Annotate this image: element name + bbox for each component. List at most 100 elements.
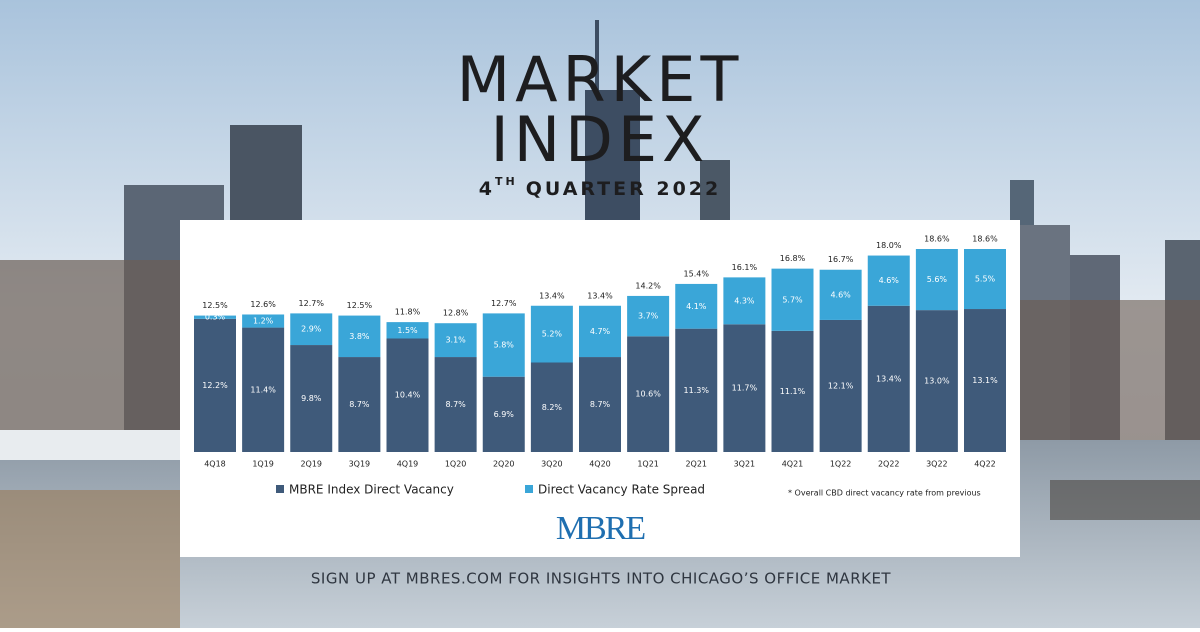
- data-label: 4.7%: [590, 327, 611, 336]
- x-tick-label: 4Q20: [589, 460, 611, 469]
- total-label: 12.7%: [299, 299, 325, 308]
- data-label: 10.6%: [635, 390, 661, 399]
- data-label: 1.2%: [253, 317, 274, 326]
- x-tick-label: 1Q20: [445, 460, 467, 469]
- data-label: 5.8%: [494, 341, 515, 350]
- footnote: * Overall CBD direct vacancy rate from p…: [788, 489, 981, 498]
- data-label: 11.3%: [684, 386, 710, 395]
- total-label: 12.5%: [347, 301, 373, 310]
- bar-segment: [771, 268, 814, 331]
- data-label: 13.1%: [972, 376, 998, 385]
- bar-segment: [290, 345, 333, 452]
- data-label: 5.6%: [927, 275, 948, 284]
- total-label: 12.5%: [202, 301, 228, 310]
- data-label: 5.2%: [542, 330, 563, 339]
- x-tick-label: 1Q19: [252, 460, 274, 469]
- data-label: 4.3%: [734, 296, 755, 305]
- total-label: 16.8%: [780, 254, 806, 263]
- total-label: 12.6%: [250, 300, 276, 309]
- bar-segment: [530, 305, 573, 363]
- bar-segment: [964, 309, 1006, 452]
- bar-segment: [579, 305, 621, 358]
- x-tick-label: 3Q22: [926, 460, 948, 469]
- bar-segment: [242, 314, 285, 328]
- bar-segment: [819, 269, 862, 320]
- bar-segment: [579, 357, 621, 452]
- data-label: 3.7%: [638, 312, 659, 321]
- total-label: 18.6%: [972, 235, 998, 244]
- data-label: 0.3%: [205, 313, 226, 322]
- data-label: 8.2%: [542, 403, 563, 412]
- data-label: 6.9%: [494, 410, 515, 419]
- subtitle-number: 4: [479, 178, 495, 200]
- data-label: 11.4%: [250, 385, 276, 394]
- subtitle-suffix: TH: [495, 175, 518, 188]
- bar-segment: [915, 310, 958, 452]
- bar-segment: [915, 249, 958, 311]
- data-label: 3.8%: [349, 332, 370, 341]
- data-label: 13.4%: [876, 374, 902, 383]
- total-label: 16.7%: [828, 255, 854, 264]
- x-tick-label: 3Q20: [541, 460, 563, 469]
- total-label: 13.4%: [587, 291, 613, 300]
- bar-segment: [338, 357, 381, 452]
- x-tick-label: 3Q19: [349, 460, 371, 469]
- legend-label: Direct Vacancy Rate Spread: [538, 483, 705, 497]
- x-tick-label: 3Q21: [734, 460, 756, 469]
- chart: 12.2% 0.3% 12.5% 4Q18 11.4% 1.2% 12.6% 1Q19 9.8%…: [194, 235, 1006, 469]
- bar-segment: [867, 305, 910, 452]
- bar-segment: [819, 319, 862, 452]
- legend-swatch: [525, 485, 533, 493]
- bar-segment: [675, 283, 718, 329]
- x-tick-label: 2Q22: [878, 460, 900, 469]
- bar-segment: [964, 249, 1006, 310]
- x-tick-label: 4Q19: [397, 460, 419, 469]
- x-tick-label: 1Q21: [637, 460, 659, 469]
- bar-segment: [194, 315, 236, 319]
- x-tick-label: 4Q21: [782, 460, 804, 469]
- total-label: 12.7%: [491, 299, 517, 308]
- legend-label: MBRE Index Direct Vacancy: [289, 483, 454, 497]
- legend-swatch: [276, 485, 284, 493]
- total-label: 14.2%: [635, 281, 661, 290]
- subtitle: 4TH QUARTER 2022: [479, 175, 722, 200]
- bar-segment: [338, 315, 381, 358]
- data-label: 8.7%: [445, 400, 466, 409]
- data-label: 4.6%: [879, 276, 900, 285]
- bar-segment: [627, 295, 670, 337]
- bar-segment: [723, 324, 766, 452]
- bar-segment: [242, 327, 285, 452]
- bar-segment: [482, 376, 525, 452]
- data-label: 12.1%: [828, 381, 854, 390]
- total-label: 18.6%: [924, 235, 950, 244]
- x-tick-label: 2Q20: [493, 460, 515, 469]
- total-label: 16.1%: [732, 263, 758, 272]
- total-label: 15.4%: [684, 269, 710, 278]
- data-label: 4.1%: [686, 302, 707, 311]
- data-label: 3.1%: [445, 336, 466, 345]
- x-tick-label: 4Q22: [974, 460, 996, 469]
- bar-segment: [530, 362, 573, 452]
- x-tick-label: 1Q22: [830, 460, 852, 469]
- data-label: 5.7%: [782, 295, 803, 304]
- data-label: 1.5%: [397, 326, 418, 335]
- data-label: 8.7%: [590, 400, 611, 409]
- title-line: INDEX: [490, 103, 709, 176]
- data-label: 10.4%: [395, 391, 421, 400]
- bar-segment: [482, 313, 525, 377]
- bar-segment: [723, 277, 766, 325]
- data-label: 12.2%: [202, 381, 228, 390]
- bar-segment: [867, 255, 910, 306]
- total-label: 18.0%: [876, 241, 902, 250]
- x-tick-label: 4Q18: [204, 460, 226, 469]
- data-label: 11.7%: [732, 384, 758, 393]
- data-label: 8.7%: [349, 400, 370, 409]
- total-label: 13.4%: [539, 291, 565, 300]
- bar-segment: [627, 336, 670, 452]
- bar-segment: [194, 318, 236, 452]
- logo: MBRE: [556, 510, 646, 547]
- data-label: 5.5%: [975, 275, 996, 284]
- bar-segment: [434, 357, 477, 452]
- data-label: 11.1%: [780, 387, 806, 396]
